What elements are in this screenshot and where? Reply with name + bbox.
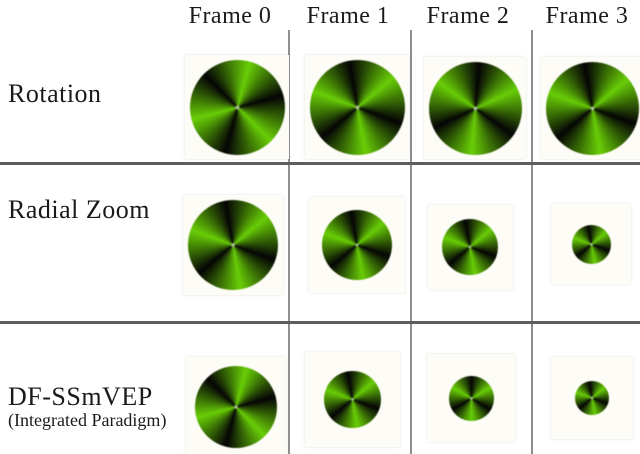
grid-vline-1 <box>288 30 290 454</box>
pinwheel-stimulus-df-ssmvep-frame-2 <box>448 375 494 421</box>
grid-hline-2 <box>0 321 640 324</box>
column-header-frame-3: Frame 3 <box>545 3 629 29</box>
grid-vline-2 <box>410 30 412 454</box>
pinwheel-stimulus-radial-zoom-frame-2 <box>442 219 498 275</box>
row-label-df-ssmvep: DF-SSmVEP <box>8 382 153 411</box>
pinwheel-stimulus-rotation-frame-3 <box>545 61 639 155</box>
pinwheel-stimulus-radial-zoom-frame-1 <box>322 210 392 280</box>
pinwheel-stimulus-radial-zoom-frame-0 <box>188 200 278 290</box>
pinwheel-stimulus-rotation-frame-1 <box>309 59 405 155</box>
pinwheel-stimulus-df-ssmvep-frame-3 <box>575 381 609 415</box>
pinwheel-stimulus-rotation-frame-2 <box>428 61 522 155</box>
pinwheel-stimulus-rotation-frame-0 <box>189 59 285 155</box>
column-header-frame-2: Frame 2 <box>426 3 510 29</box>
pinwheel-stimulus-df-ssmvep-frame-1 <box>323 370 381 428</box>
row-sublabel-integrated-paradigm: (Integrated Paradigm) <box>8 410 167 430</box>
grid-vline-3 <box>531 30 533 454</box>
pinwheel-stimulus-df-ssmvep-frame-0 <box>195 366 277 448</box>
row-label-rotation: Rotation <box>8 79 102 108</box>
column-header-frame-1: Frame 1 <box>306 3 390 29</box>
grid-hline-1 <box>0 162 640 165</box>
column-header-frame-0: Frame 0 <box>188 3 272 29</box>
row-label-radial-zoom: Radial Zoom <box>8 195 150 224</box>
pinwheel-stimulus-radial-zoom-frame-3 <box>571 224 611 264</box>
